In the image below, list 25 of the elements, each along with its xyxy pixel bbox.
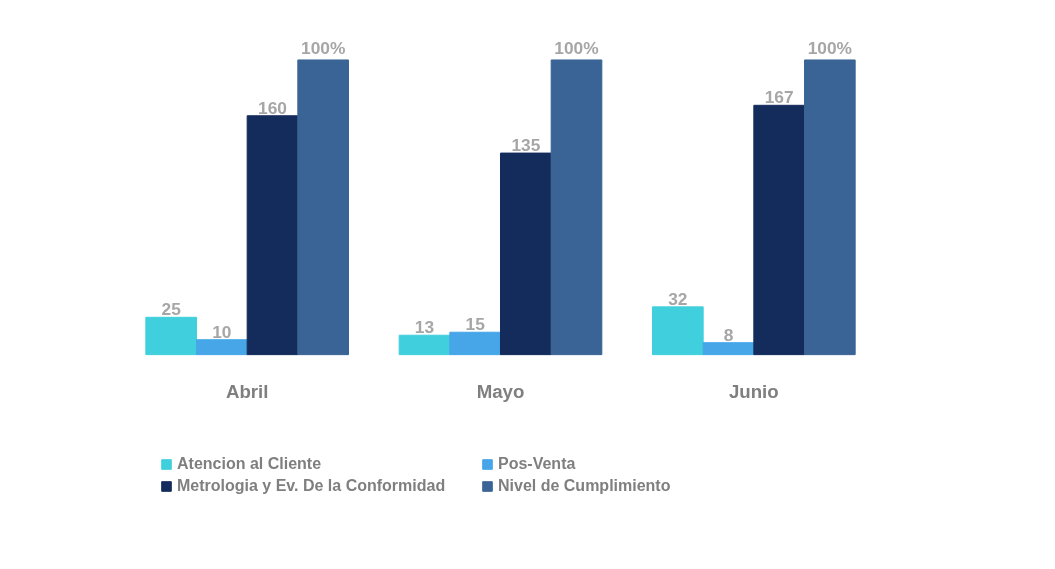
data-label: 13 [414, 317, 435, 338]
bar [196, 339, 248, 356]
bar [449, 331, 501, 356]
data-label: 100% [301, 37, 346, 58]
data-label: 15 [465, 314, 486, 335]
legend-label: Pos-Venta [498, 455, 577, 473]
legend-label: Metrologia y Ev. De la Conformidad [177, 477, 447, 495]
x-tick-label: Junio [728, 380, 779, 402]
bar [652, 306, 704, 356]
bar [702, 342, 755, 356]
data-label: 10 [212, 321, 232, 342]
x-tick-label: Abril [225, 380, 269, 402]
data-label: 32 [668, 288, 688, 309]
data-label: 160 [258, 97, 287, 118]
data-label: 100% [554, 37, 599, 58]
legend-label: Nivel de Cumplimiento [498, 477, 672, 495]
data-label: 167 [764, 87, 794, 108]
legend-label: Atencion al Cliente [177, 455, 323, 473]
x-tick-label: Mayo [476, 380, 525, 402]
bar [398, 334, 451, 356]
bar [145, 316, 197, 356]
data-label: 100% [807, 37, 852, 58]
data-label: 8 [723, 324, 734, 345]
data-label: 135 [511, 135, 541, 156]
data-label: 25 [161, 299, 182, 320]
